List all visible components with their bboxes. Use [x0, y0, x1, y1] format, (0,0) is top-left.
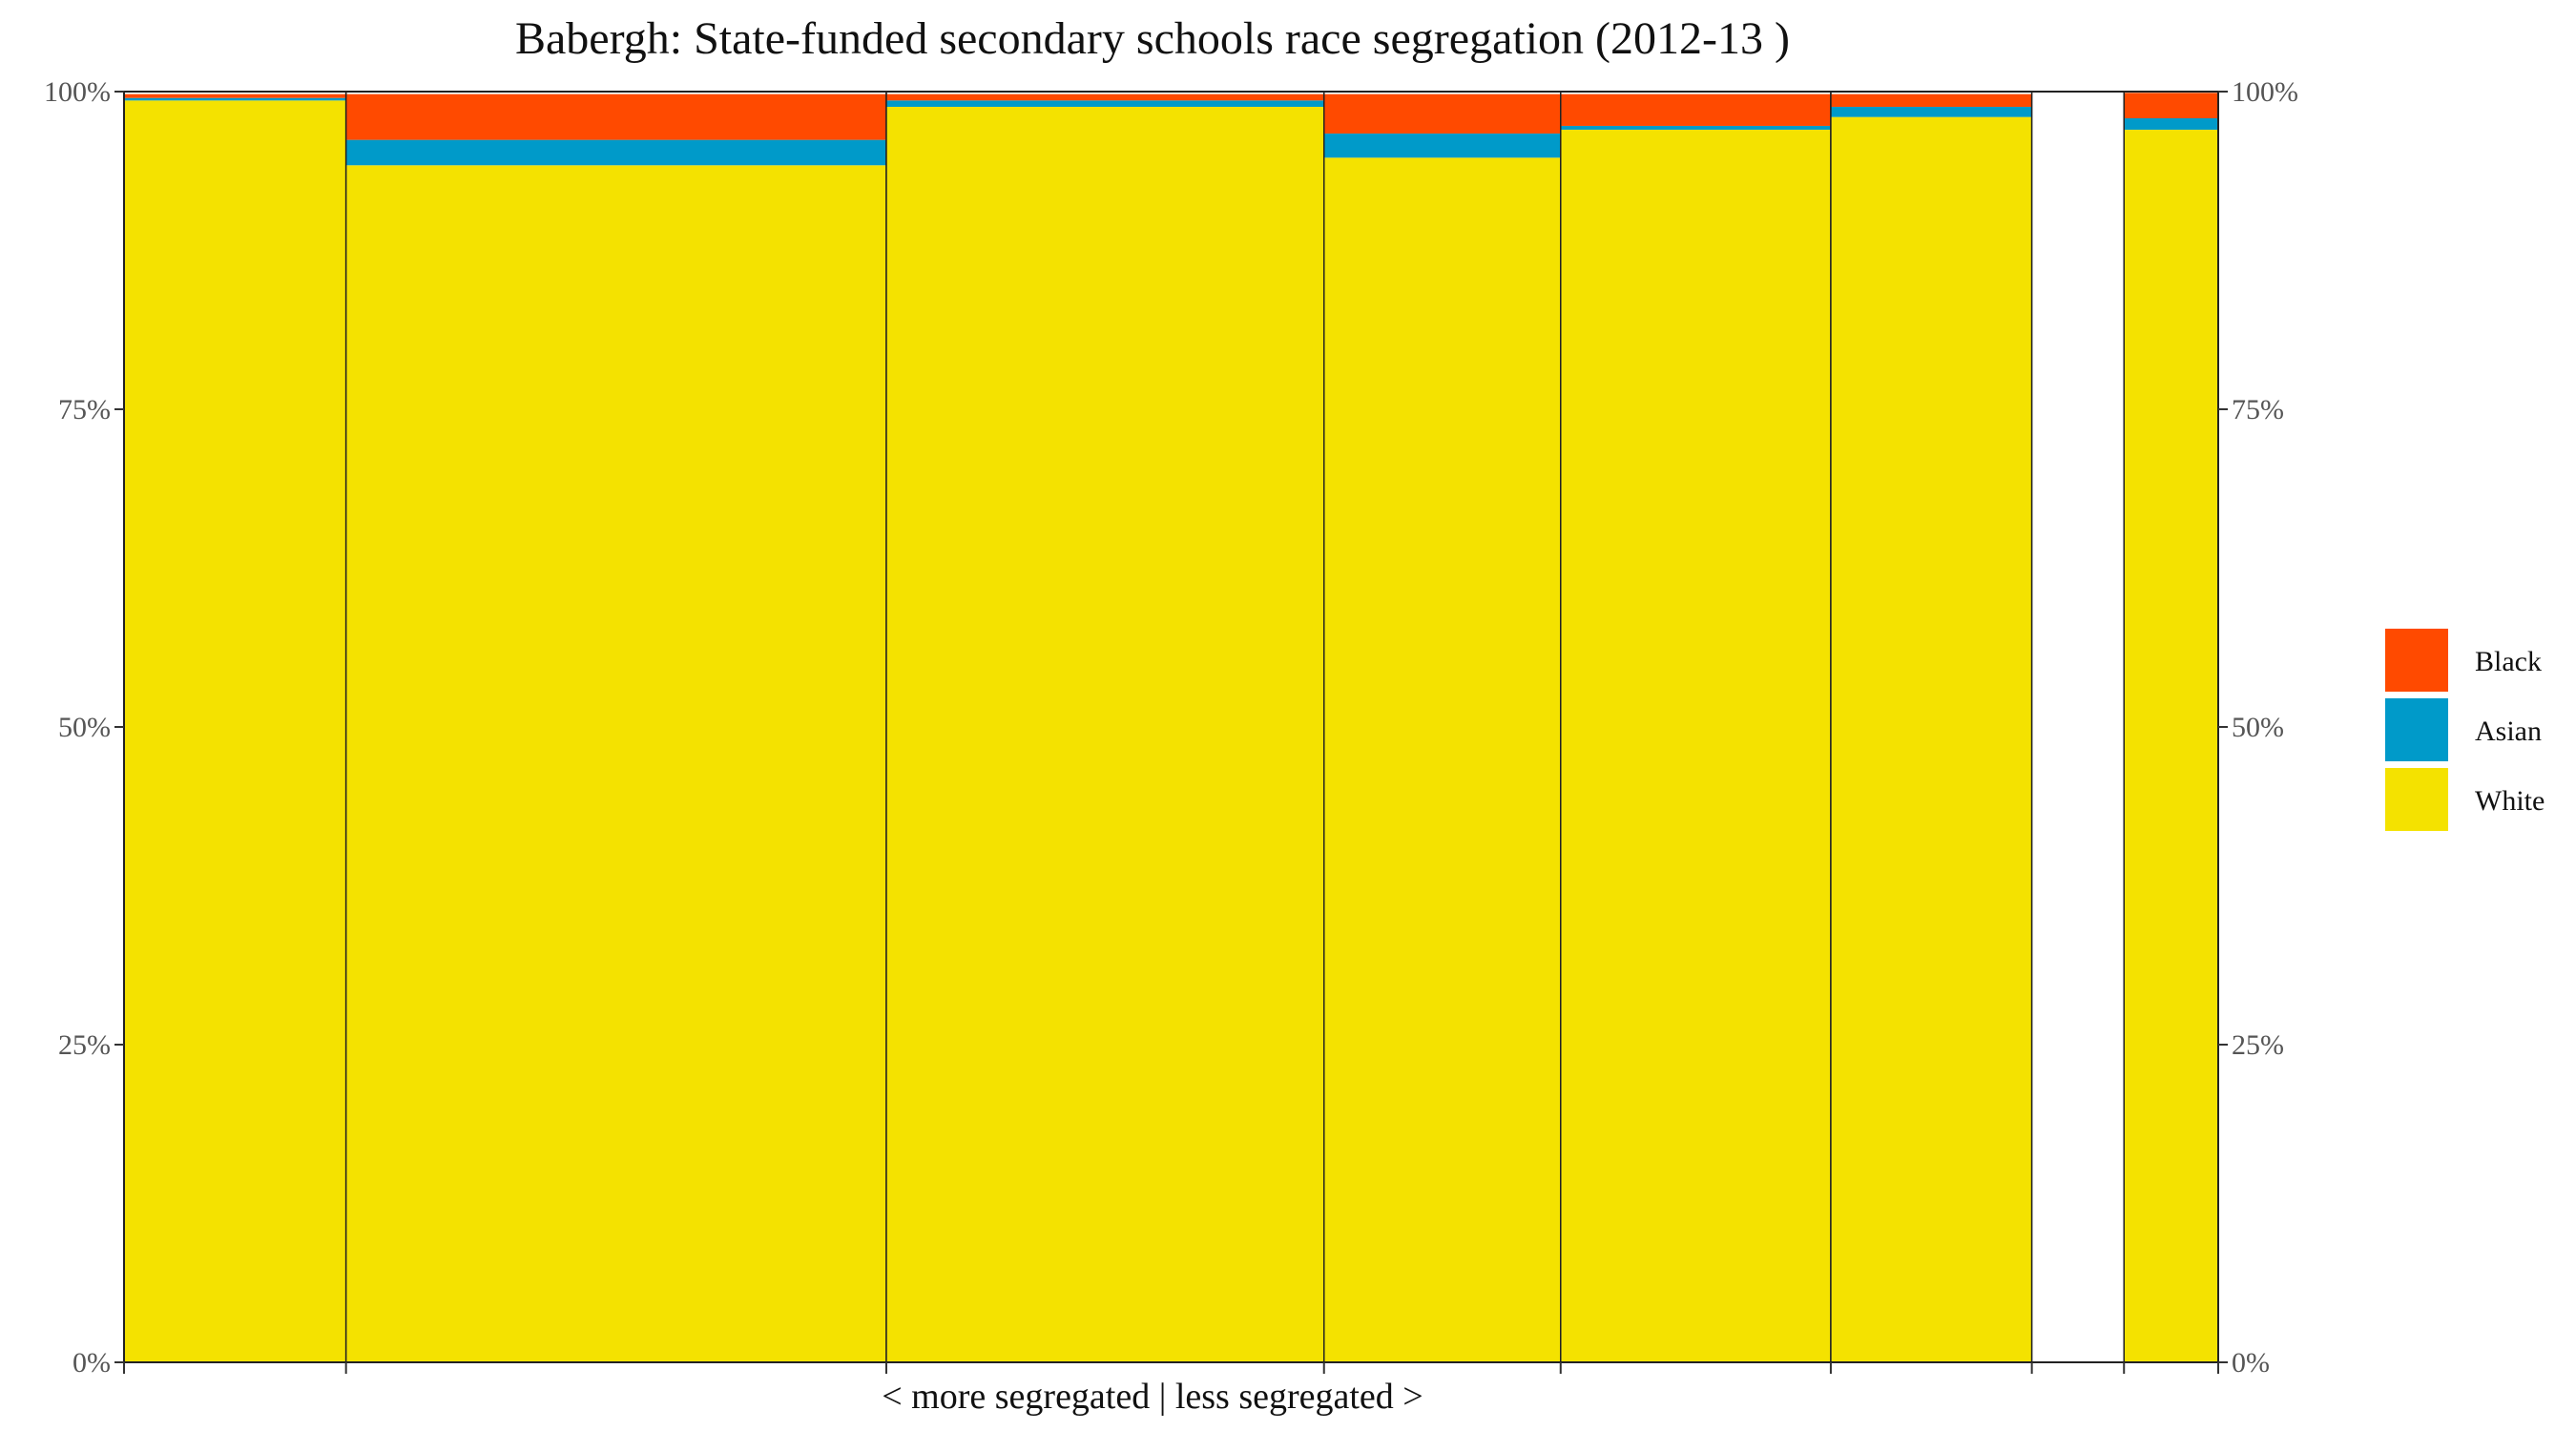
bar-segment-black-7: [2124, 93, 2218, 118]
legend-swatch-black: [2385, 629, 2448, 692]
legend-swatch-asian: [2385, 698, 2448, 761]
x-axis-title: < more segregated | less segregated >: [882, 1377, 1423, 1417]
bar-segment-white-5: [1560, 129, 1831, 1363]
group-gap: [2030, 91, 2125, 1363]
bar-segment-asian-4: [1323, 133, 1561, 158]
y-tick-label-left: 25%: [58, 1029, 111, 1061]
bar-segment-asian-7: [2124, 117, 2218, 130]
axes-layer: 0% 0% 25% 25% 50% 50% 75% 75% 100% 100%: [44, 76, 2298, 1379]
legend-swatch-white: [2385, 768, 2448, 831]
legend-label-asian: Asian: [2475, 716, 2542, 747]
bar-segment-black-6: [1830, 93, 2032, 107]
bar-segment-black-2: [345, 93, 886, 140]
bar-segment-black-5: [1560, 93, 1831, 126]
bar-segment-white-2: [345, 165, 886, 1363]
y-tick-label-right: 75%: [2232, 394, 2284, 425]
bar-segment-white-4: [1323, 157, 1561, 1362]
y-tick-label-left: 100%: [44, 76, 111, 108]
bar-segment-black-3: [885, 93, 1324, 101]
bar-segment-white-1: [124, 100, 346, 1363]
legend-label-black: Black: [2475, 646, 2542, 677]
bars-layer: [123, 91, 2219, 1363]
y-tick-label-right: 25%: [2232, 1029, 2284, 1061]
y-tick-label-left: 50%: [58, 712, 111, 743]
legend: Black Asian White: [2385, 629, 2545, 831]
bar-segment-white-6: [1830, 116, 2032, 1362]
bar-segment-black-4: [1323, 93, 1561, 134]
legend-label-white: White: [2475, 785, 2545, 817]
bar-segment-white-7: [2124, 129, 2218, 1363]
bar-segment-white-3: [885, 106, 1324, 1362]
y-tick-label-right: 100%: [2232, 76, 2298, 108]
bar-segment-asian-3: [885, 100, 1324, 107]
y-tick-label-left: 0%: [73, 1347, 111, 1379]
bar-segment-black-1: [124, 93, 346, 98]
bar-segment-asian-2: [345, 139, 886, 166]
bar-segment-asian-6: [1830, 106, 2032, 117]
y-tick-label-right: 50%: [2232, 712, 2284, 743]
chart-title: Babergh: State-funded secondary schools …: [515, 13, 1790, 64]
y-tick-label-left: 75%: [58, 394, 111, 425]
y-tick-label-right: 0%: [2232, 1347, 2270, 1379]
bar-segment-asian-1: [124, 97, 346, 101]
bar-segment-asian-5: [1560, 125, 1831, 130]
